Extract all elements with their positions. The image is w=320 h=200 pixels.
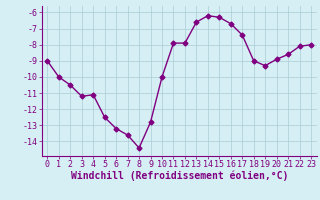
X-axis label: Windchill (Refroidissement éolien,°C): Windchill (Refroidissement éolien,°C) bbox=[70, 171, 288, 181]
